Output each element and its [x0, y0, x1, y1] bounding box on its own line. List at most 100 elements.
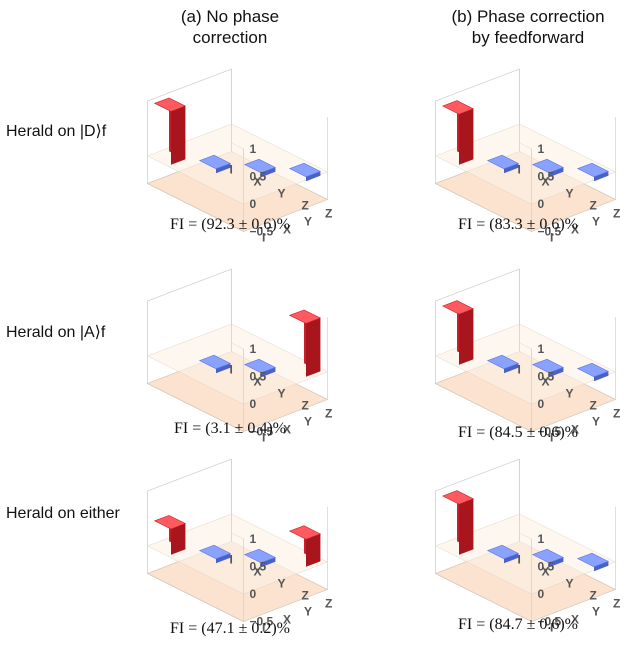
z-tick-label: 1: [250, 342, 257, 356]
op-label-left: Z: [590, 589, 597, 603]
op-label-right: X: [283, 423, 291, 437]
fidelity-0: FI = (92.3 ± 0.6)%: [169, 216, 290, 233]
bar-X-X: [486, 544, 520, 564]
op-label-left: Z: [302, 589, 309, 603]
op-label-right: Y: [304, 605, 312, 619]
bar-Z-Z: [288, 309, 322, 377]
z-tick-label: −0.5: [538, 425, 562, 439]
bar-X-X: [198, 544, 232, 564]
bar-Y-Y: [531, 548, 565, 568]
fidelity-3: FI = (84.5 ± 0.6)%: [457, 424, 578, 441]
row-label-2: Herald on either: [6, 505, 120, 522]
op-label-left: X: [254, 175, 262, 189]
z-tick-label: 0.5: [538, 560, 555, 574]
op-label-left: Z: [302, 399, 309, 413]
bar-I-I: [441, 100, 475, 165]
op-label-left: I: [518, 363, 521, 377]
op-label-right: X: [571, 613, 579, 627]
fidelity-1: FI = (83.3 ± 0.6)%: [457, 216, 578, 233]
bar-X-X: [486, 354, 520, 374]
op-label-left: Y: [278, 387, 286, 401]
op-label-right: Z: [613, 407, 620, 421]
op-label-left: I: [230, 363, 233, 377]
op-label-right: Z: [325, 597, 332, 611]
op-label-right: X: [571, 423, 579, 437]
z-tick-label: −0.5: [250, 425, 274, 439]
bar-I-I: [441, 490, 475, 555]
panel-2-1: 1 0.5 0 −0.5 I I X X Y Y Z Z: [423, 440, 620, 635]
op-label-left: X: [542, 565, 550, 579]
z-tick-label: 0.5: [250, 370, 267, 384]
op-label-left: Y: [566, 387, 574, 401]
z-tick-label: 0.5: [250, 560, 267, 574]
op-label-right: X: [571, 223, 579, 237]
bar-Z-Z: [288, 162, 322, 182]
fidelity-2: FI = (3.1 ± 0.4)%: [173, 420, 286, 437]
op-label-left: Y: [278, 187, 286, 201]
z-tick-label: 0: [250, 397, 257, 411]
z-tick-label: −0.5: [250, 615, 274, 629]
bar-I-I: [153, 97, 187, 165]
op-label-right: I: [262, 231, 265, 245]
z-tick-label: 0: [538, 587, 545, 601]
z-tick-label: 0: [250, 197, 257, 211]
op-label-right: I: [550, 231, 553, 245]
op-label-left: I: [518, 163, 521, 177]
z-tick-label: 0: [250, 587, 257, 601]
row-label-1: Herald on |A⟩f: [6, 324, 106, 341]
panel-0-1: 1 0.5 0 −0.5 I I X X Y Y Z Z: [423, 50, 620, 245]
op-label-right: Y: [592, 605, 600, 619]
z-tick-label: 1: [250, 142, 257, 156]
bar-X-X: [198, 354, 232, 374]
bar-I-I: [441, 300, 475, 365]
op-label-right: I: [550, 621, 553, 635]
op-label-left: I: [518, 553, 521, 567]
bar-Z-Z: [288, 525, 322, 567]
z-tick-label: 0.5: [538, 170, 555, 184]
op-label-right: Y: [592, 415, 600, 429]
op-label-left: X: [542, 375, 550, 389]
bar-X-X: [486, 154, 520, 174]
op-label-left: Z: [302, 199, 309, 213]
panel-1-0: 1 0.5 0 −0.5 I I X X Y Y Z Z: [135, 250, 332, 445]
z-tick-label: 1: [538, 532, 545, 546]
z-tick-label: 0.5: [538, 370, 555, 384]
op-label-right: X: [283, 613, 291, 627]
z-tick-label: −0.5: [538, 225, 562, 239]
z-tick-label: 1: [538, 142, 545, 156]
fidelity-5: FI = (84.7 ± 0.6)%: [457, 616, 578, 633]
op-label-left: Y: [278, 577, 286, 591]
z-tick-label: 1: [250, 532, 257, 546]
panel-2-0: 1 0.5 0 −0.5 I I X X Y Y Z Z: [135, 440, 332, 635]
op-label-right: X: [283, 223, 291, 237]
column-title-a-line1: (a) No phase: [180, 7, 280, 26]
z-tick-label: −0.5: [538, 615, 562, 629]
op-label-right: I: [262, 621, 265, 635]
z-tick-label: −0.5: [250, 225, 274, 239]
column-title-a: (a) No phase correction: [120, 6, 340, 48]
z-tick-label: 0.5: [250, 170, 267, 184]
op-label-left: I: [230, 163, 233, 177]
op-label-right: I: [550, 431, 553, 445]
column-title-b: (b) Phase correction by feedforward: [418, 6, 638, 48]
op-label-right: Y: [304, 415, 312, 429]
op-label-right: Y: [304, 215, 312, 229]
row-label-0: Herald on |D⟩f: [6, 123, 107, 140]
column-title-b-line2: by feedforward: [471, 28, 585, 47]
op-label-right: Z: [613, 207, 620, 221]
op-label-right: Z: [325, 207, 332, 221]
op-label-left: Z: [590, 199, 597, 213]
bar-I-I: [153, 515, 187, 555]
z-tick-label: 0: [538, 197, 545, 211]
op-label-right: Z: [613, 597, 620, 611]
panel-1-1: 1 0.5 0 −0.5 I I X X Y Y Z Z: [423, 250, 620, 445]
bar-Z-Z: [576, 362, 610, 382]
op-label-left: Y: [566, 187, 574, 201]
column-title-b-line1: (b) Phase correction: [451, 7, 605, 26]
op-label-left: X: [254, 375, 262, 389]
